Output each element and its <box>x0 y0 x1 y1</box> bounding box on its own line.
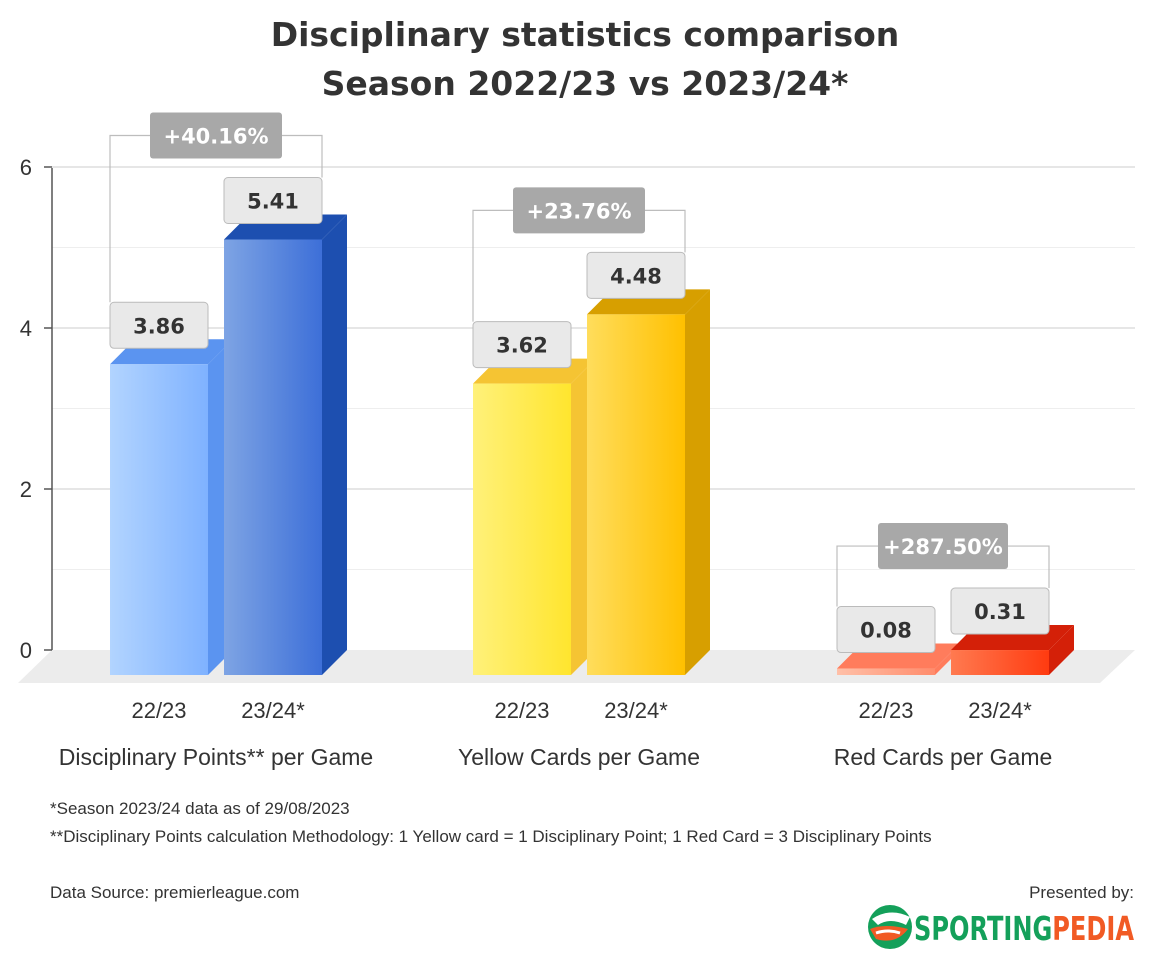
bar-side-face <box>685 289 710 675</box>
labels: 3.86 22/23 5.41 23/24* Disciplinary Points**… <box>59 112 1053 770</box>
bar-front-face <box>473 383 571 675</box>
change-label-box <box>150 112 282 159</box>
change-label: +23.76% <box>526 199 631 223</box>
value-label-box <box>223 176 323 224</box>
y-axis: 0 2 4 6 <box>20 155 53 663</box>
value-label: 0.31 <box>974 600 1026 624</box>
bar-side-face <box>322 214 347 675</box>
y-tick-label: 2 <box>20 477 32 502</box>
y-tick-label: 0 <box>20 638 32 663</box>
group-label: Yellow Cards per Game <box>458 744 700 770</box>
value-label: 5.41 <box>247 189 299 213</box>
value-label-box <box>950 587 1050 635</box>
y-tick-label: 4 <box>20 316 32 341</box>
bar-1-0 <box>473 358 596 675</box>
change-label: +287.50% <box>883 535 1003 559</box>
value-label-box <box>472 321 572 369</box>
bar-front-face <box>587 314 685 675</box>
bar-side-face <box>1049 625 1074 675</box>
value-label-box <box>836 606 936 654</box>
value-label: 3.86 <box>133 314 185 338</box>
value-label-box <box>109 301 209 349</box>
chart-title-line-1: Disciplinary statistics comparison <box>271 15 900 54</box>
change-label-box <box>513 187 645 234</box>
category-label: 22/23 <box>858 698 913 723</box>
category-label: 23/24* <box>241 698 305 723</box>
value-label: 3.62 <box>496 334 548 358</box>
change-label-box <box>878 523 1008 570</box>
category-label: 22/23 <box>131 698 186 723</box>
bar-front-face <box>951 650 1049 675</box>
methodology-footnote: **Disciplinary Points calculation Method… <box>50 827 932 846</box>
sportingpedia-s-logo-icon <box>868 905 912 949</box>
bar-front-face <box>110 364 208 675</box>
bar-front-face <box>837 668 935 675</box>
bar-0-1 <box>224 214 347 675</box>
y-tick-label: 6 <box>20 155 32 180</box>
value-label-box <box>586 251 686 299</box>
category-label: 23/24* <box>604 698 668 723</box>
group-label: Disciplinary Points** per Game <box>59 744 373 770</box>
bar-front-face <box>224 239 322 675</box>
group-label: Red Cards per Game <box>834 744 1053 770</box>
category-label: 22/23 <box>494 698 549 723</box>
brand-name-part2: PEDIA <box>1052 909 1134 948</box>
value-label: 4.48 <box>610 264 662 288</box>
change-label: +40.16% <box>163 124 268 148</box>
category-label: 23/24* <box>968 698 1032 723</box>
bar-2-1 <box>951 625 1074 675</box>
chart-title-line-2: Season 2022/23 vs 2023/24* <box>322 64 849 103</box>
data-source: Data Source: premierleague.com <box>50 883 299 902</box>
season-footnote: *Season 2023/24 data as of 29/08/2023 <box>50 799 350 818</box>
brand-logo-text: SPORTINGPEDIA <box>914 909 1134 948</box>
bar-0-0 <box>110 339 233 675</box>
presented-by: Presented by: <box>1029 883 1134 902</box>
brand-name-part1: SPORTING <box>914 909 1052 948</box>
value-label: 0.08 <box>860 619 912 643</box>
bar-1-1 <box>587 289 710 675</box>
